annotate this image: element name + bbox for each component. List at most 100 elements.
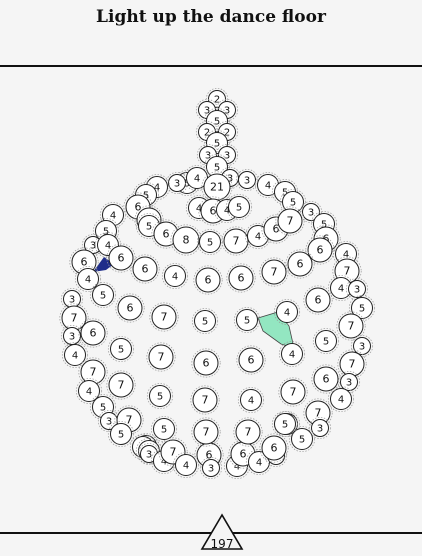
- cell-circle[interactable]: [192, 387, 218, 413]
- cell-circle[interactable]: [238, 347, 264, 373]
- floor-cell[interactable]: 4: [237, 386, 265, 414]
- floor-cell[interactable]: 5: [150, 415, 178, 443]
- cell-circle[interactable]: [338, 313, 364, 339]
- cell-circle[interactable]: [236, 309, 258, 331]
- floor-cell[interactable]: 5: [146, 382, 174, 410]
- floor-cell[interactable]: 5: [89, 281, 117, 309]
- floor-cell[interactable]: 3: [345, 277, 369, 301]
- cell-circle[interactable]: [148, 344, 174, 370]
- floor-cell[interactable]: 7: [259, 257, 289, 287]
- floor-cell[interactable]: 6: [285, 249, 315, 279]
- floor-cell[interactable]: 7: [221, 226, 251, 256]
- floor-cell[interactable]: 5: [271, 410, 299, 438]
- cell-circle[interactable]: [193, 350, 219, 376]
- cell-circle[interactable]: [202, 459, 220, 477]
- floor-cell[interactable]: 4: [161, 262, 189, 290]
- cell-circle[interactable]: [280, 379, 306, 405]
- floor-cell[interactable]: 3: [337, 370, 361, 394]
- floor-cell[interactable]: 5: [312, 327, 340, 355]
- floor-cell[interactable]: 5: [191, 307, 219, 335]
- floor-cell[interactable]: 7: [278, 377, 308, 407]
- cell-circle[interactable]: [281, 343, 303, 365]
- cell-circle[interactable]: [149, 385, 171, 407]
- dance-floor-board[interactable]: 2335225335534564334553214645654534646685…: [0, 67, 422, 532]
- floor-cell[interactable]: 6: [193, 265, 223, 295]
- lit-tile-blue[interactable]: [93, 257, 114, 272]
- menu-button[interactable]: [0, 0, 60, 60]
- floor-cell[interactable]: 5: [225, 193, 253, 221]
- cell-circle[interactable]: [287, 251, 313, 277]
- floor-cell[interactable]: 4: [327, 385, 355, 413]
- cell-circle[interactable]: [117, 295, 143, 321]
- cell-circle[interactable]: [80, 320, 106, 346]
- floor-cell[interactable]: 7: [337, 349, 367, 379]
- cell-circle[interactable]: [228, 196, 250, 218]
- floor-cell[interactable]: 6: [78, 318, 108, 348]
- cell-circle[interactable]: [132, 256, 158, 282]
- cell-circle[interactable]: [110, 423, 132, 445]
- cell-circle[interactable]: [261, 435, 287, 461]
- cell-circle[interactable]: [77, 268, 99, 290]
- cell-circle[interactable]: [313, 366, 339, 392]
- board-svg[interactable]: 2335225335534564334553214645654534646685…: [0, 67, 422, 532]
- cell-circle[interactable]: [164, 265, 186, 287]
- floor-cell[interactable]: 6: [191, 348, 221, 378]
- cell-circle[interactable]: [110, 338, 132, 360]
- cell-circle[interactable]: [228, 265, 254, 291]
- floor-cell[interactable]: 5: [203, 153, 231, 181]
- floor-cell[interactable]: 7: [190, 385, 220, 415]
- floor-cell[interactable]: 4: [278, 340, 306, 368]
- cell-circle[interactable]: [92, 284, 114, 306]
- floor-cell[interactable]: 4: [61, 341, 89, 369]
- cell-circle[interactable]: [108, 245, 134, 271]
- floor-cell[interactable]: 6: [130, 254, 160, 284]
- floor-cell[interactable]: 7: [149, 302, 179, 332]
- cell-circle[interactable]: [261, 259, 287, 285]
- floor-cell[interactable]: 3: [235, 168, 259, 192]
- cell-circle[interactable]: [108, 372, 134, 398]
- cell-circle[interactable]: [315, 330, 337, 352]
- cell-circle[interactable]: [172, 226, 200, 254]
- cell-circle[interactable]: [330, 388, 352, 410]
- floor-cell[interactable]: 7: [146, 342, 176, 372]
- cell-circle[interactable]: [223, 228, 249, 254]
- floor-cell[interactable]: 3: [350, 334, 374, 358]
- floor-cell[interactable]: 6: [259, 433, 289, 463]
- floor-cell[interactable]: 6: [106, 243, 136, 273]
- floor-cell[interactable]: 6: [311, 364, 341, 394]
- floor-cell[interactable]: 3: [308, 416, 332, 440]
- floor-cell[interactable]: 7: [191, 417, 221, 447]
- floor-cell[interactable]: 3: [60, 287, 84, 311]
- cell-circle[interactable]: [194, 310, 216, 332]
- cell-circle[interactable]: [64, 344, 86, 366]
- floor-cell[interactable]: 4: [75, 377, 103, 405]
- floor-cell[interactable]: 7: [106, 370, 136, 400]
- floor-cell[interactable]: 5: [107, 420, 135, 448]
- cell-circle[interactable]: [175, 454, 197, 476]
- cell-circle[interactable]: [348, 280, 366, 298]
- cell-circle[interactable]: [199, 231, 221, 253]
- floor-cell[interactable]: 7: [275, 206, 305, 236]
- cell-circle[interactable]: [240, 389, 262, 411]
- cell-circle[interactable]: [274, 413, 296, 435]
- floor-cell[interactable]: 4: [74, 265, 102, 293]
- cell-circle[interactable]: [311, 419, 329, 437]
- cell-circle[interactable]: [235, 419, 261, 445]
- floor-cell[interactable]: 6: [236, 345, 266, 375]
- floor-cell[interactable]: 6: [303, 285, 333, 315]
- floor-cell[interactable]: 5: [288, 425, 316, 453]
- floor-cell[interactable]: 5: [233, 306, 261, 334]
- floor-cell[interactable]: 5: [196, 228, 224, 256]
- floor-cell[interactable]: 6: [305, 235, 335, 265]
- cell-circle[interactable]: [153, 418, 175, 440]
- floor-cell[interactable]: 6: [115, 293, 145, 323]
- cell-circle[interactable]: [195, 267, 221, 293]
- floor-cell[interactable]: 4: [273, 298, 301, 326]
- floor-cell[interactable]: 5: [107, 335, 135, 363]
- cell-circle[interactable]: [78, 380, 100, 402]
- floor-cell[interactable]: 4: [172, 451, 200, 479]
- floor-cell[interactable]: 3: [199, 456, 223, 480]
- cell-circle[interactable]: [276, 301, 298, 323]
- floor-cell[interactable]: 21: [201, 171, 233, 203]
- cell-circle[interactable]: [291, 428, 313, 450]
